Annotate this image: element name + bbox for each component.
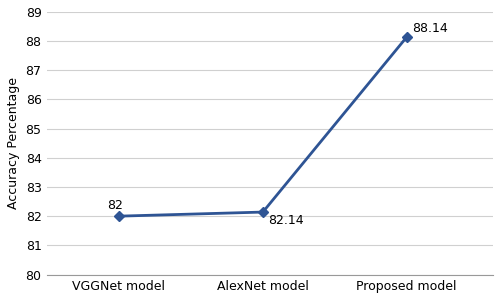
Y-axis label: Accuracy Percentage: Accuracy Percentage — [7, 77, 20, 209]
Text: 82.14: 82.14 — [268, 214, 304, 227]
Text: 88.14: 88.14 — [412, 22, 448, 35]
Text: 82: 82 — [108, 199, 124, 212]
